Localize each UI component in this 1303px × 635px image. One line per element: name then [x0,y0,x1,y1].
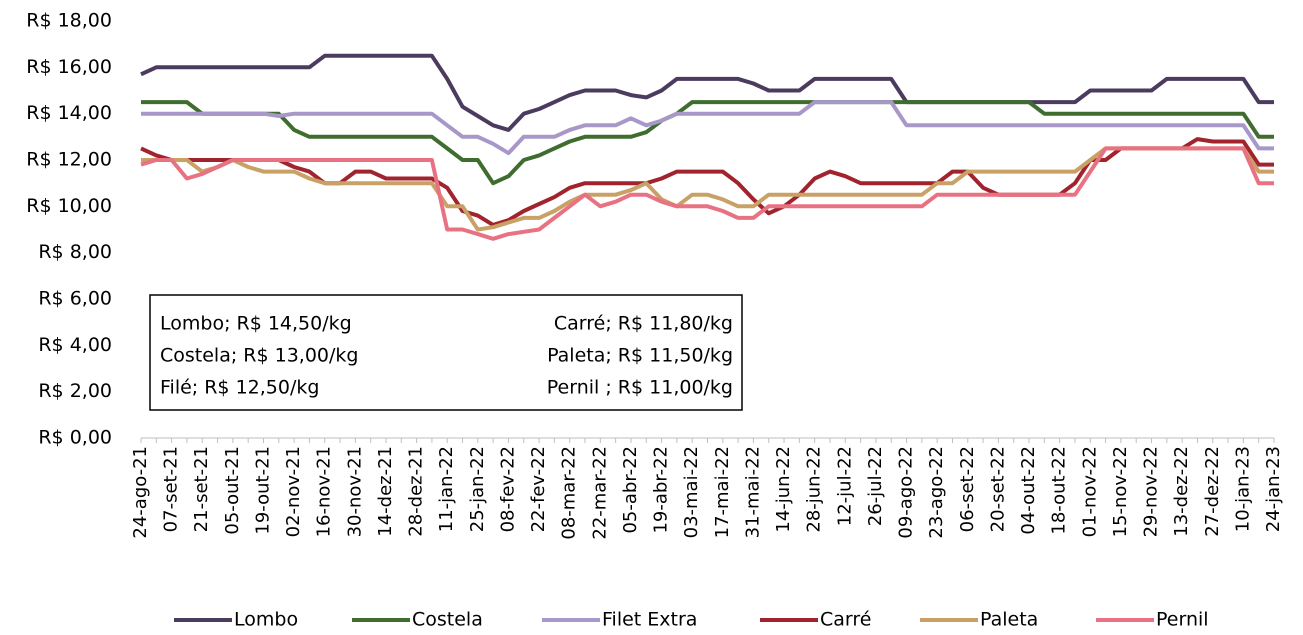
x-tick-label: 05-abr-22 [620,446,641,534]
x-tick-label: 04-out-22 [1018,446,1039,535]
x-tick-label: 28-jun-22 [804,446,825,533]
x-tick-label: 30-nov-21 [344,446,365,537]
x-tick-label: 16-nov-21 [314,446,335,537]
y-tick-label: R$ 12,00 [26,149,112,171]
y-tick-label: R$ 6,00 [38,288,112,310]
x-tick-label: 26-jul-22 [865,446,886,526]
y-tick-label: R$ 14,00 [26,102,112,124]
x-tick-label: 18-out-22 [1049,446,1070,535]
x-tick-label: 19-out-21 [252,446,273,535]
series-line [141,100,1274,156]
legend-label: Costela [412,609,483,631]
x-tick-label: 28-dez-21 [406,446,427,537]
x-tick-label: 31-mai-22 [742,446,763,538]
y-tick-label: R$ 8,00 [38,241,112,263]
legend-label: Filet Extra [602,609,697,631]
x-tick-label: 22-fev-22 [528,446,549,532]
x-tick-label: 24-ago-21 [130,446,151,539]
x-tick-label: 01-nov-22 [1079,446,1100,537]
y-tick-label: R$ 18,00 [26,10,112,32]
x-tick-label: 17-mai-22 [712,446,733,538]
y-tick-label: R$ 2,00 [38,380,112,402]
x-tick-label: 13-dez-22 [1171,446,1192,537]
legend-label: Paleta [980,609,1038,631]
x-tick-label: 19-abr-22 [651,446,672,534]
annotation-text: Filé; R$ 12,50/kg [160,377,319,399]
x-tick-label: 02-nov-21 [283,446,304,537]
x-tick-label: 23-ago-22 [926,446,947,539]
legend-label: Pernil [1156,609,1209,631]
x-tick-label: 07-set-21 [161,446,182,532]
annotation-text: Carré; R$ 11,80/kg [554,313,733,335]
y-tick-label: R$ 0,00 [38,427,112,449]
x-tick-label: 08-fev-22 [497,446,518,532]
x-tick-label: 21-set-21 [191,446,212,532]
x-tick-label: 12-jul-22 [834,446,855,526]
series-line [140,146,1274,241]
legend-label: Lombo [234,609,298,631]
series-line [141,146,1274,232]
y-tick-label: R$ 10,00 [26,195,112,217]
x-tick-label: 08-mar-22 [559,446,580,540]
y-tick-label: R$ 4,00 [38,334,112,356]
x-tick-label: 03-mai-22 [681,446,702,538]
x-tick-label: 09-ago-22 [896,446,917,539]
x-tick-label: 14-dez-21 [375,446,396,537]
series-line [140,53,1274,132]
x-tick-label: 29-nov-22 [1141,446,1162,537]
x-tick-label: 20-set-22 [987,446,1008,532]
annotation-text: Costela; R$ 13,00/kg [160,345,358,367]
y-tick-label: R$ 16,00 [26,56,112,78]
x-tick-label: 24-jan-23 [1263,446,1284,532]
x-tick-label: 22-mar-22 [589,446,610,540]
legend-label: Carré [820,609,871,631]
annotation-text: Lombo; R$ 14,50/kg [160,313,352,335]
annotation-box [149,294,743,411]
annotation-text: Paleta; R$ 11,50/kg [547,345,733,367]
x-tick-label: 11-jan-22 [436,446,457,532]
x-tick-label: 06-set-22 [957,446,978,532]
x-tick-label: 05-out-21 [222,446,243,535]
series-line [141,100,1274,186]
x-tick-label: 27-dez-22 [1202,446,1223,537]
x-tick-label: 25-jan-22 [467,446,488,532]
x-tick-label: 14-jun-22 [773,446,794,533]
annotation-text: Pernil ; R$ 11,00/kg [547,377,733,399]
x-tick-label: 10-jan-23 [1232,446,1253,532]
x-tick-label: 15-nov-22 [1110,446,1131,537]
